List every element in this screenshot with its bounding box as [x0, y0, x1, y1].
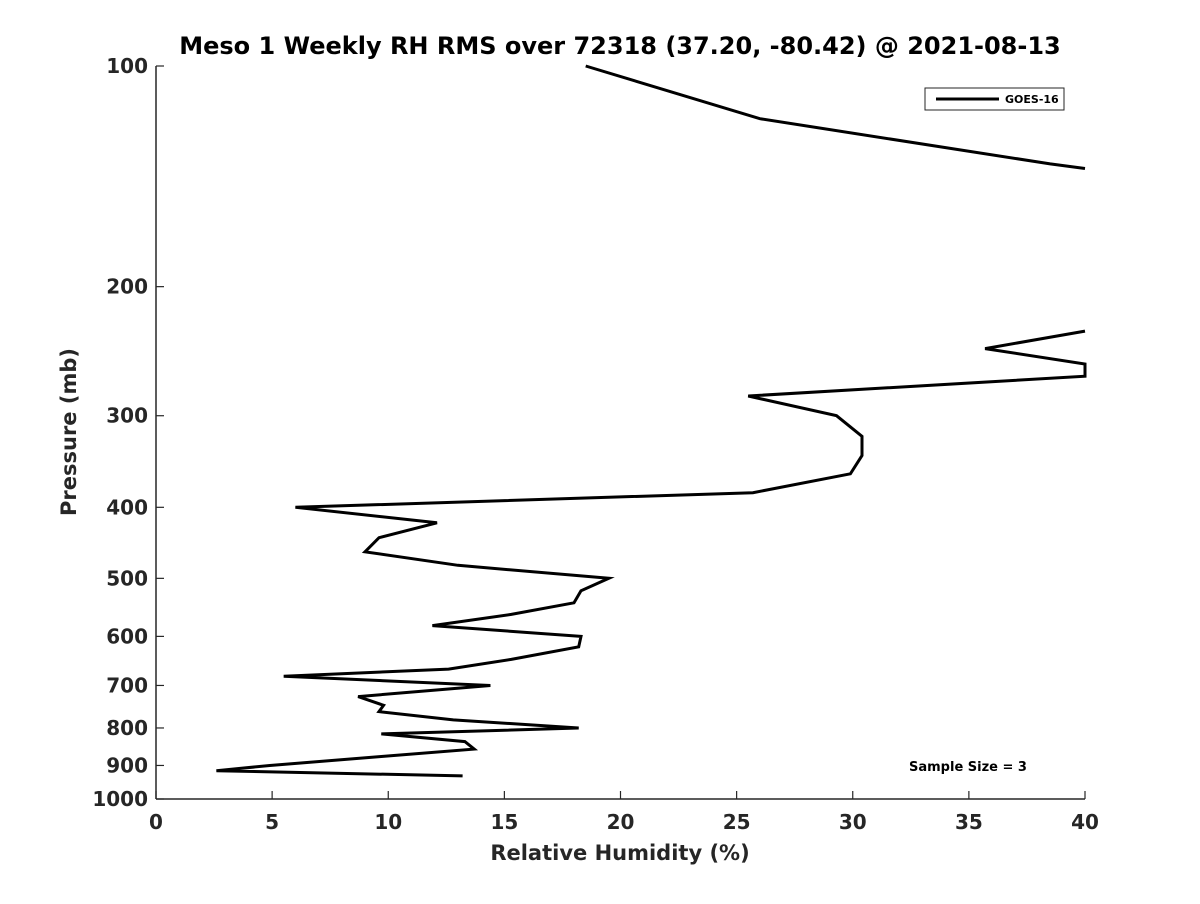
x-tick-label: 15	[490, 810, 518, 834]
y-tick-label: 800	[106, 716, 148, 740]
sample-size-annotation: Sample Size = 3	[909, 760, 1027, 775]
legend-label-goes-16: GOES-16	[1005, 93, 1059, 106]
y-tick-label: 400	[106, 495, 148, 519]
y-tick-label: 600	[106, 624, 148, 648]
x-tick-label: 5	[265, 810, 279, 834]
x-tick-label: 30	[839, 810, 867, 834]
y-ticks: 100 200 300 400 500 600 700 800 900 1000	[92, 54, 164, 811]
y-tick-label: 200	[106, 275, 148, 299]
y-tick-label: 100	[106, 54, 148, 78]
y-axis-label: Pressure (mb)	[57, 348, 81, 516]
y-tick-label: 500	[106, 566, 148, 590]
y-tick-label: 900	[106, 753, 148, 777]
legend: GOES-16	[924, 87, 1065, 111]
series-line-goes-16-segment-1	[585, 64, 1086, 170]
x-ticks: 0 5 10 15 20 25 30 35 40	[149, 791, 1099, 834]
x-tick-label: 40	[1071, 810, 1099, 834]
series-line-goes-16-segment-2	[216, 329, 1087, 778]
x-tick-label: 35	[955, 810, 983, 834]
x-axis-label: Relative Humidity (%)	[490, 841, 749, 865]
y-tick-label: 1000	[92, 787, 148, 811]
series-group	[216, 64, 1087, 778]
x-tick-label: 0	[149, 810, 163, 834]
chart-title: Meso 1 Weekly RH RMS over 72318 (37.20, …	[179, 32, 1061, 60]
y-tick-label: 700	[106, 673, 148, 697]
x-tick-label: 20	[607, 810, 635, 834]
x-tick-label: 10	[374, 810, 402, 834]
x-tick-label: 25	[723, 810, 751, 834]
y-tick-label: 300	[106, 404, 148, 428]
